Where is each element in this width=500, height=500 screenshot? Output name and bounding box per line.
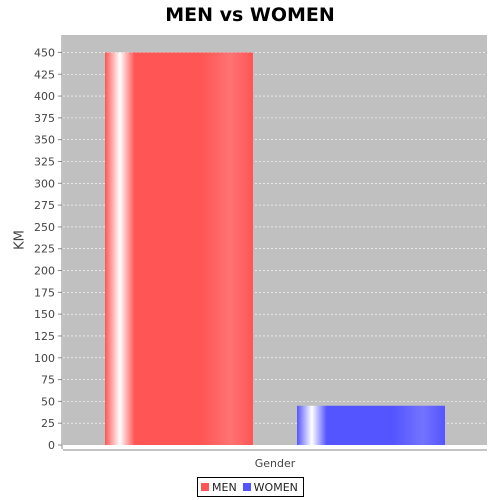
legend-item-women: WOMEN (242, 480, 298, 494)
y-tick-label: 450 (34, 46, 55, 59)
y-tick-label: 400 (34, 90, 55, 103)
y-tick-label: 300 (34, 177, 55, 190)
y-tick-label: 200 (34, 265, 55, 278)
legend: MEN WOMEN (197, 477, 304, 497)
y-tick-label: 250 (34, 221, 55, 234)
x-category-label: Gender (255, 457, 296, 470)
legend-swatch-men (201, 483, 209, 491)
legend-label-men: MEN (212, 480, 237, 494)
chart-title: MEN vs WOMEN (165, 4, 335, 26)
y-tick-label: 125 (34, 330, 55, 343)
y-tick-label: 225 (34, 243, 55, 256)
bars (105, 52, 445, 445)
y-tick-label: 75 (41, 374, 55, 387)
y-tick-label: 50 (41, 395, 55, 408)
y-tick-label: 150 (34, 308, 55, 321)
y-tick-label: 0 (48, 439, 55, 452)
y-tick-label: 100 (34, 352, 55, 365)
y-tick-label: 375 (34, 112, 55, 125)
legend-swatch-women (242, 483, 251, 491)
legend-label-women: WOMEN (253, 480, 298, 494)
y-tick-label: 425 (34, 68, 55, 81)
tick-labels: 0 25 50 75 100 125 150 175 200 225 250 275 300 325 350… (34, 46, 296, 470)
y-tick-label: 325 (34, 155, 55, 168)
y-tick-label: 350 (34, 134, 55, 147)
y-tick-label: 25 (41, 417, 55, 430)
bar-women (297, 405, 445, 445)
y-tick-label: 275 (34, 199, 55, 212)
legend-item-men: MEN (201, 481, 237, 494)
y-tick-label: 175 (34, 286, 55, 299)
bar-men (105, 52, 253, 445)
